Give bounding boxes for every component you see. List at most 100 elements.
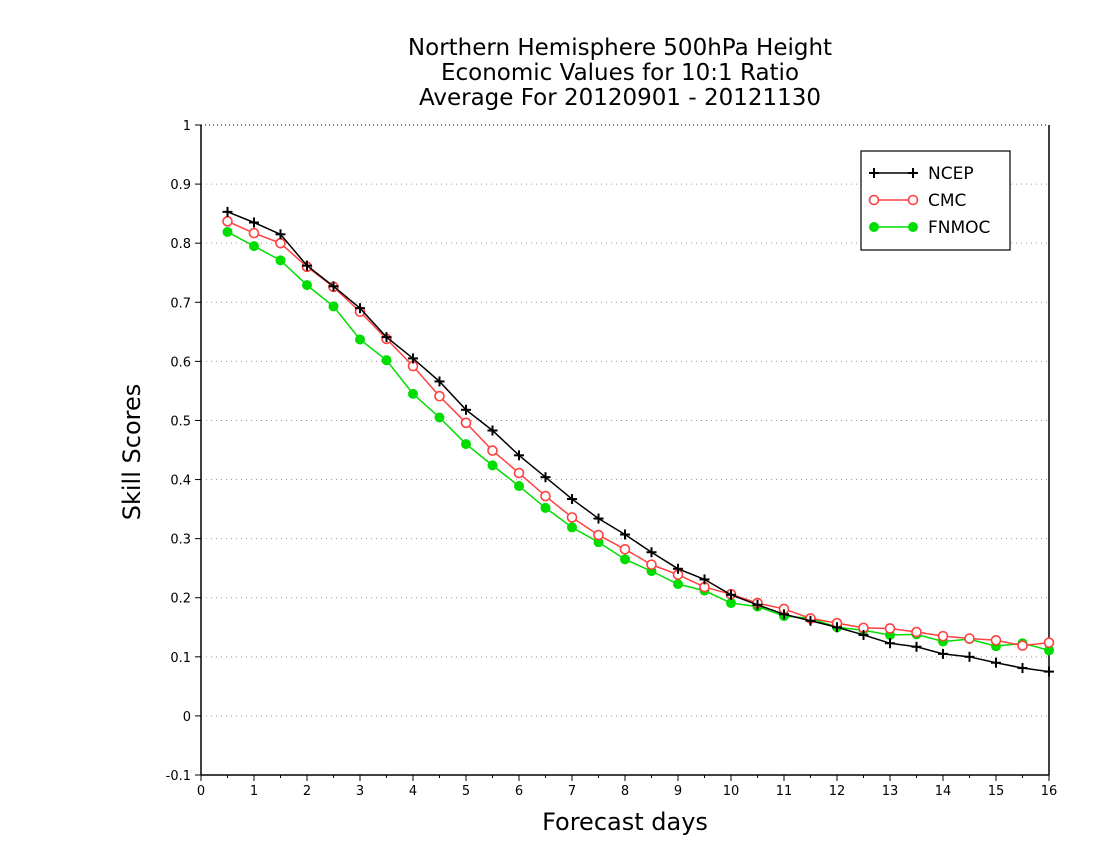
legend: NCEP CMC FNMOC bbox=[860, 150, 1011, 251]
data-point bbox=[249, 241, 259, 252]
data-point bbox=[514, 481, 524, 492]
data-point bbox=[1043, 637, 1055, 648]
data-point bbox=[726, 589, 736, 600]
data-point bbox=[805, 615, 816, 626]
legend-item-fnmoc: FNMOC bbox=[869, 218, 990, 238]
data-point bbox=[1017, 663, 1028, 674]
data-point bbox=[1044, 666, 1054, 677]
data-point bbox=[726, 598, 736, 609]
y-tick-label: 0.1 bbox=[170, 651, 191, 666]
y-tick-label: 0.5 bbox=[170, 414, 191, 429]
series-fnmoc bbox=[222, 226, 1054, 656]
x-tick-label: 11 bbox=[776, 784, 793, 799]
x-tick-label: 12 bbox=[829, 784, 846, 799]
data-point bbox=[620, 529, 630, 540]
x-tick-label: 1 bbox=[250, 784, 258, 799]
title-line-1: Northern Hemisphere 500hPa Height bbox=[407, 35, 833, 61]
x-tick-label: 15 bbox=[988, 784, 1005, 799]
data-point bbox=[408, 388, 418, 399]
data-point bbox=[779, 609, 789, 620]
data-point bbox=[937, 630, 949, 642]
x-tick-label: 6 bbox=[515, 784, 523, 799]
data-point bbox=[434, 412, 445, 423]
data-point bbox=[540, 502, 551, 513]
data-point bbox=[487, 425, 498, 436]
data-point bbox=[567, 494, 577, 505]
x-tick-label: 14 bbox=[935, 784, 952, 799]
data-point bbox=[991, 657, 1001, 668]
data-point bbox=[302, 280, 312, 291]
data-point bbox=[461, 439, 471, 450]
data-point bbox=[619, 543, 631, 555]
y-tick-label: -0.1 bbox=[166, 769, 191, 784]
data-point bbox=[513, 467, 525, 479]
data-point bbox=[990, 634, 1002, 646]
data-point bbox=[620, 554, 630, 565]
x-axis-label: Forecast days bbox=[542, 808, 708, 836]
data-point bbox=[460, 417, 472, 429]
y-tick-label: 0.6 bbox=[170, 355, 191, 370]
data-point bbox=[646, 547, 657, 558]
data-point bbox=[938, 648, 948, 659]
data-point bbox=[222, 216, 233, 227]
data-point bbox=[328, 281, 339, 292]
title-line-2: Economic Values for 10:1 Ratio bbox=[440, 60, 800, 86]
data-point bbox=[249, 217, 259, 228]
data-point bbox=[673, 563, 683, 574]
x-tick-label: 8 bbox=[621, 784, 629, 799]
data-point bbox=[434, 376, 445, 387]
data-point bbox=[222, 206, 233, 217]
x-tick-label: 0 bbox=[197, 784, 205, 799]
y-tick-label: 0.9 bbox=[170, 178, 191, 193]
y-axis-label: Skill Scores bbox=[118, 383, 146, 521]
data-point bbox=[964, 651, 975, 662]
series-ncep bbox=[222, 206, 1054, 677]
axes: -0.100.10.20.30.40.50.60.70.80.910 1 2 3 4 5 6… bbox=[166, 119, 1058, 799]
data-point bbox=[275, 255, 286, 266]
legend-label: NCEP bbox=[928, 164, 974, 184]
title-line-3: Average For 20120901 - 20121130 bbox=[418, 85, 822, 111]
data-point bbox=[869, 222, 879, 232]
data-point bbox=[567, 522, 577, 533]
y-tick-label: 0.7 bbox=[170, 296, 191, 311]
data-point bbox=[381, 355, 392, 366]
legend-item-cmc: CMC bbox=[868, 191, 966, 211]
data-point bbox=[832, 622, 842, 633]
data-point bbox=[907, 194, 919, 206]
data-point bbox=[752, 599, 763, 610]
legend-label: CMC bbox=[928, 191, 966, 211]
data-point bbox=[487, 445, 498, 456]
data-point bbox=[884, 623, 896, 634]
data-point bbox=[514, 450, 524, 461]
data-point bbox=[248, 227, 260, 239]
data-point bbox=[461, 404, 471, 415]
x-tick-label: 13 bbox=[882, 784, 899, 799]
data-point bbox=[593, 513, 604, 524]
data-point bbox=[1017, 640, 1028, 651]
series-cmc bbox=[222, 216, 1055, 651]
x-tick-label: 7 bbox=[568, 784, 576, 799]
data-point bbox=[302, 260, 312, 271]
series-layer bbox=[222, 206, 1055, 677]
y-tick-label: 0.8 bbox=[170, 237, 191, 252]
chart-title: Northern Hemisphere 500hPa Height Econom… bbox=[0, 36, 1100, 111]
data-point bbox=[868, 194, 880, 206]
legend-item-ncep: NCEP bbox=[869, 164, 974, 184]
data-point bbox=[646, 559, 657, 570]
data-point bbox=[911, 641, 922, 652]
x-tick-label: 2 bbox=[303, 784, 311, 799]
data-point bbox=[487, 460, 498, 471]
data-point bbox=[964, 633, 975, 644]
y-tick-label: 0.4 bbox=[170, 474, 191, 489]
data-point bbox=[908, 168, 918, 178]
data-point bbox=[408, 353, 418, 364]
data-point bbox=[434, 390, 445, 402]
y-tick-label: 1 bbox=[183, 119, 191, 134]
data-point bbox=[858, 629, 869, 640]
data-point bbox=[540, 490, 551, 502]
data-point bbox=[275, 229, 286, 240]
x-tick-label: 10 bbox=[723, 784, 740, 799]
data-point bbox=[328, 301, 339, 312]
data-point bbox=[566, 512, 578, 523]
